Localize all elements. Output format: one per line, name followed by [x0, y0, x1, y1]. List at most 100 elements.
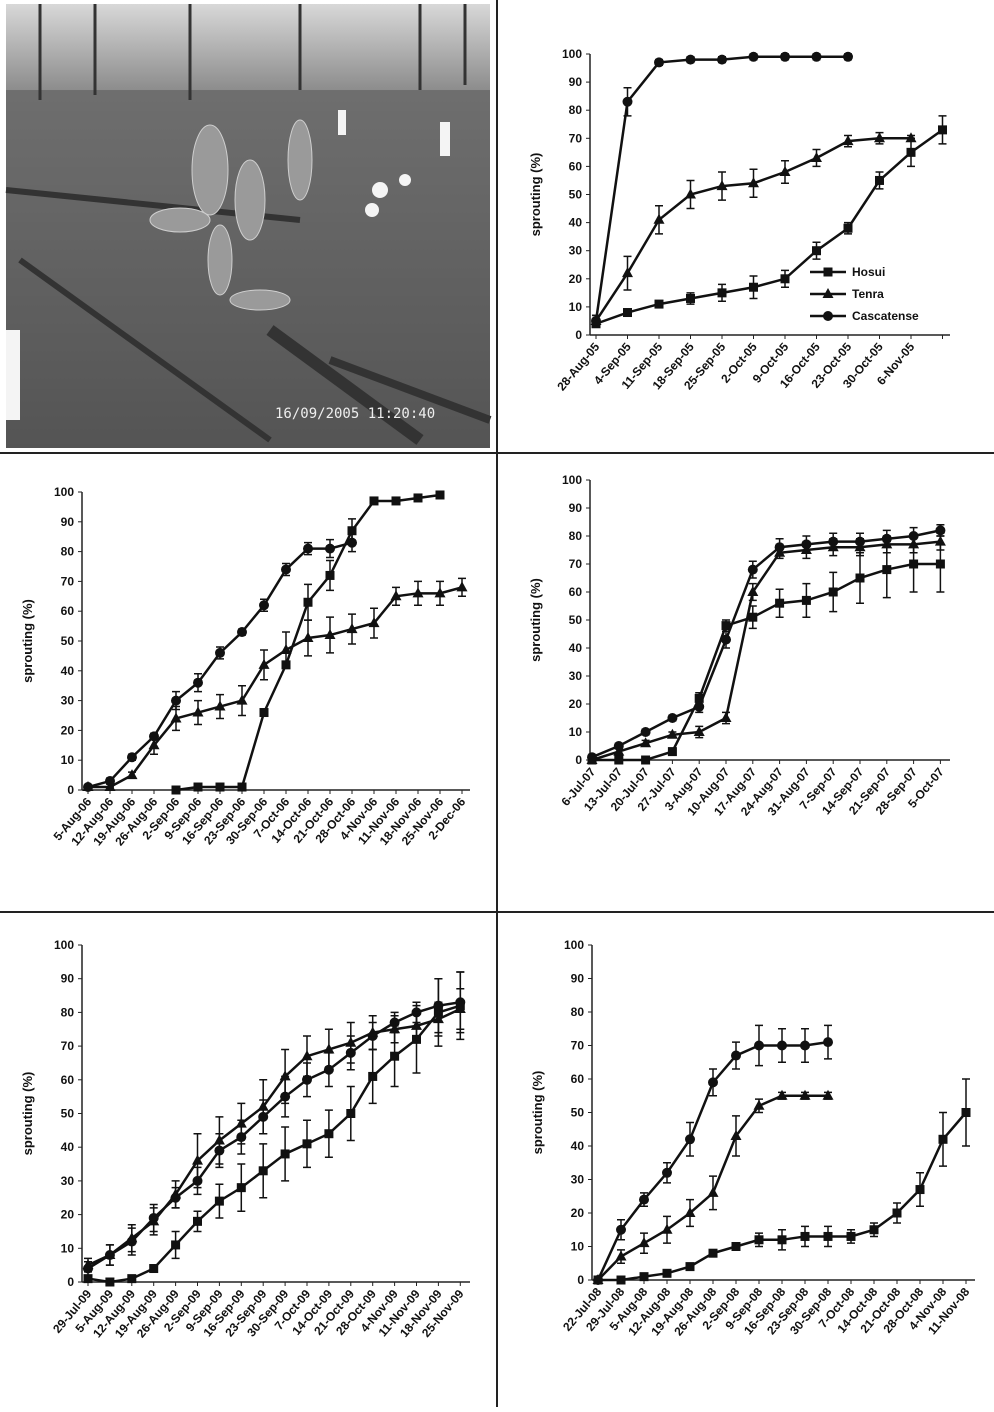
marker-triangle: [345, 1036, 357, 1047]
y-tick-label: 20: [569, 272, 583, 286]
marker-square: [193, 1216, 202, 1226]
marker-triangle: [693, 726, 705, 736]
y-axis-label: sprouting (%): [20, 599, 35, 683]
marker-triangle: [257, 1100, 269, 1111]
marker-triangle: [707, 1186, 719, 1197]
marker-square: [828, 587, 838, 597]
marker-triangle: [302, 632, 314, 643]
marker-square: [843, 223, 853, 233]
y-tick-label: 60: [569, 159, 583, 173]
y-tick-label: 60: [569, 585, 583, 599]
marker-circle: [215, 647, 225, 658]
y-tick-label: 30: [571, 1173, 585, 1187]
y-tick-label: 40: [61, 664, 75, 678]
y-tick-label: 80: [569, 529, 583, 543]
series-line: [88, 586, 463, 789]
marker-triangle: [301, 1050, 313, 1061]
marker-circle: [855, 536, 865, 547]
series-line: [87, 541, 353, 789]
marker-square: [149, 1264, 159, 1274]
marker-triangle: [82, 1259, 94, 1270]
y-tick-label: 70: [61, 1039, 75, 1053]
marker-square: [280, 1149, 290, 1159]
marker-circle: [149, 731, 159, 742]
marker-square: [83, 1274, 93, 1284]
y-tick-label: 30: [569, 244, 583, 258]
marker-triangle: [104, 1249, 116, 1260]
marker-triangle: [192, 706, 204, 717]
marker-triangle: [214, 700, 226, 711]
marker-square: [325, 570, 335, 580]
marker-square: [935, 559, 945, 569]
marker-circle: [843, 51, 853, 62]
marker-triangle: [126, 769, 138, 780]
marker-square: [193, 782, 203, 792]
marker-triangle: [389, 1023, 401, 1034]
marker-triangle: [411, 1019, 422, 1030]
y-tick-label: 30: [61, 694, 75, 708]
y-tick-label: 90: [61, 515, 75, 529]
marker-circle: [613, 741, 624, 751]
photo: 16/09/2005 11:20:40: [5, 4, 492, 448]
y-tick-label: 100: [562, 47, 582, 61]
y-tick-label: 20: [61, 723, 75, 737]
marker-circle: [105, 776, 115, 787]
marker-triangle: [776, 1089, 788, 1100]
marker-triangle: [390, 590, 402, 601]
marker-triangle: [258, 658, 270, 669]
marker-square: [127, 1274, 137, 1284]
marker-circle: [639, 1194, 649, 1205]
marker-square: [654, 299, 664, 309]
marker-triangle: [661, 1223, 673, 1234]
y-tick-label: 0: [575, 328, 582, 342]
marker-triangle: [148, 1215, 160, 1226]
marker-triangle: [666, 728, 678, 739]
marker-circle: [259, 600, 269, 611]
marker-triangle: [934, 535, 946, 546]
marker-circle: [881, 533, 892, 544]
marker-circle: [828, 536, 839, 547]
marker-circle: [717, 54, 727, 65]
marker-square: [685, 1262, 695, 1272]
y-tick-label: 100: [562, 473, 582, 487]
marker-square: [801, 595, 811, 605]
marker-circle: [935, 525, 946, 536]
marker-square: [258, 1166, 268, 1176]
marker-triangle: [235, 1117, 247, 1128]
marker-triangle: [126, 1232, 138, 1243]
y-tick-label: 90: [569, 501, 583, 515]
marker-triangle: [822, 1089, 834, 1100]
marker-circle: [616, 1224, 626, 1235]
marker-triangle: [811, 151, 822, 162]
marker-triangle: [148, 739, 160, 750]
marker-triangle: [213, 1134, 225, 1145]
y-tick-label: 100: [564, 938, 584, 952]
marker-square: [215, 782, 225, 792]
y-tick-label: 20: [61, 1208, 75, 1222]
y-tick-label: 90: [569, 75, 583, 89]
marker-square: [237, 782, 247, 792]
marker-triangle: [653, 213, 665, 224]
y-tick-label: 50: [569, 188, 583, 202]
marker-square: [775, 598, 785, 608]
marker-triangle: [368, 617, 380, 628]
y-tick-label: 10: [61, 753, 75, 767]
marker-square: [938, 1134, 948, 1144]
y-tick-label: 10: [61, 1241, 75, 1255]
marker-circle: [694, 701, 705, 712]
marker-square: [915, 1185, 925, 1195]
marker-circle: [587, 752, 597, 763]
y-tick-label: 0: [67, 1275, 74, 1289]
marker-circle: [193, 677, 203, 688]
marker-circle: [811, 51, 822, 62]
marker-triangle: [905, 132, 917, 143]
marker-square: [909, 559, 919, 569]
y-tick-label: 10: [569, 725, 583, 739]
legend-label: Cascatense: [852, 309, 919, 323]
marker-circle: [662, 1167, 672, 1178]
marker-square: [368, 1071, 378, 1081]
marker-triangle: [685, 188, 696, 199]
marker-circle: [774, 542, 785, 553]
marker-circle: [748, 51, 759, 62]
y-tick-label: 50: [61, 634, 75, 648]
